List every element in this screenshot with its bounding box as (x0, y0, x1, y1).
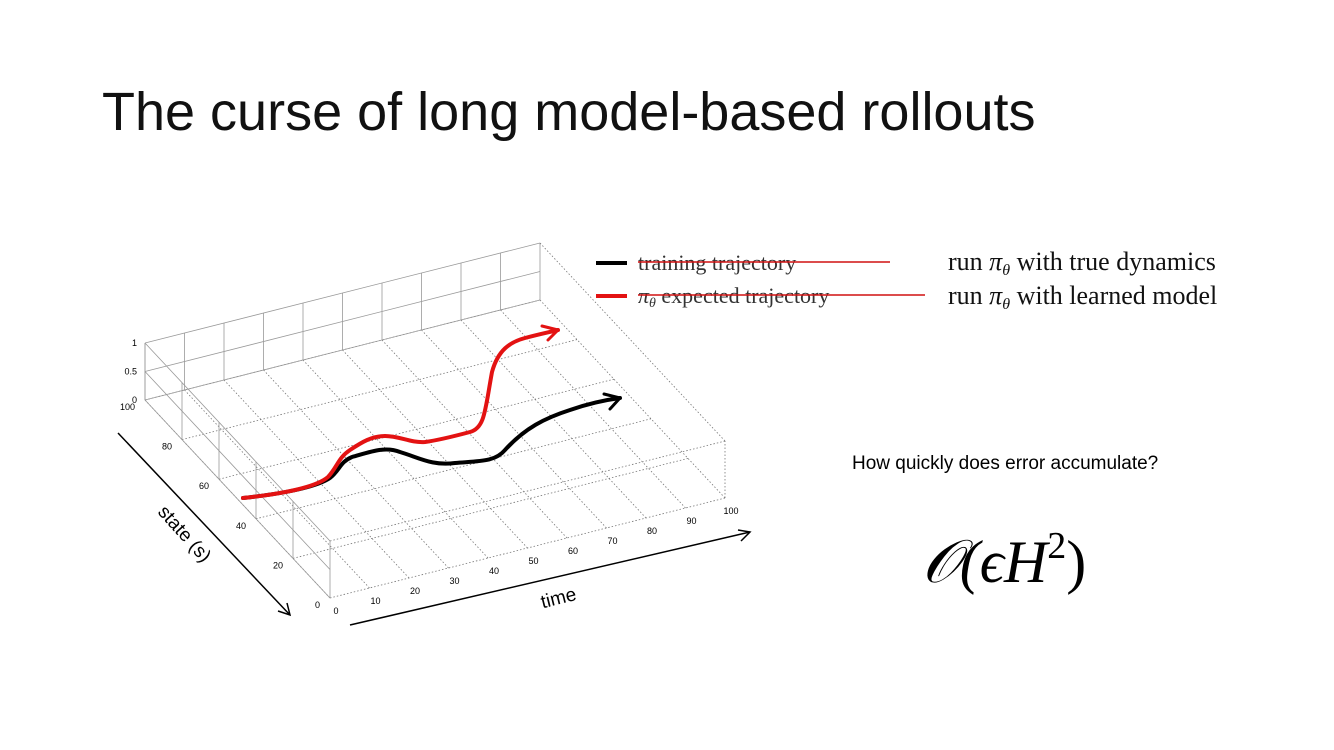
x-tick-label: 100 (723, 506, 738, 516)
x-tick-label: 30 (449, 576, 459, 586)
trajectories (241, 324, 622, 500)
grid-line (329, 497, 726, 599)
x-tick-label: 70 (607, 536, 617, 546)
grid-line (181, 339, 578, 440)
slide-title: The curse of long model-based rollouts (102, 82, 1036, 142)
y-tick-label: 40 (236, 521, 246, 531)
arrow-head (540, 324, 560, 342)
formula-power: 2 (1047, 525, 1066, 567)
text: run (948, 247, 989, 276)
red-trajectory (241, 328, 560, 500)
grid-line (144, 271, 541, 372)
x-tick-label: 40 (489, 566, 499, 576)
x-tick-label: 0 (333, 606, 338, 616)
y-tick-label: 20 (273, 560, 283, 570)
grid-line (144, 242, 541, 344)
text: run (948, 281, 989, 310)
formula-close: ) (1066, 529, 1086, 595)
formula-body: ϵH (980, 529, 1051, 595)
x-tick-label: 50 (528, 556, 538, 566)
y-tick-label: 0 (315, 600, 320, 610)
x-tick-label: 60 (568, 546, 578, 556)
z-tick-label: 1 (132, 338, 137, 348)
x-tick-label: 10 (370, 596, 380, 606)
y-tick-label: 100 (120, 402, 135, 412)
subscript: θ (1002, 262, 1010, 279)
x-tick-label: 80 (647, 526, 657, 536)
y-tick-label: 80 (162, 442, 172, 452)
legend-replacement: run πθ with true dynamics (948, 247, 1216, 279)
text: with true dynamics (1010, 247, 1216, 276)
grid-line (144, 299, 541, 401)
arrow-head (602, 392, 622, 411)
formula: 𝒪(ϵH2) (922, 525, 1086, 595)
grid-line (218, 378, 615, 480)
x-tick-label: 20 (410, 586, 420, 596)
legend-replacement: run πθ with learned model (948, 281, 1217, 313)
subscript: θ (1002, 296, 1010, 313)
grid-line (144, 371, 331, 570)
x-tick-label: 90 (686, 516, 696, 526)
grid-line (292, 458, 689, 559)
y-tick-label: 60 (199, 481, 209, 491)
z-tick-label: 0.5 (124, 367, 137, 377)
black-trajectory (241, 396, 622, 500)
formula-open: 𝒪( (922, 529, 984, 595)
symbol: π (989, 281, 1003, 310)
arrow-head (277, 602, 292, 617)
grid-line (144, 342, 331, 542)
axis-arrows (117, 432, 752, 626)
legend-label: πθ expected trajectory (638, 283, 829, 311)
time-arrow (349, 531, 751, 626)
grid-line (144, 399, 331, 599)
z-tick-label: 0 (132, 395, 137, 405)
grid-line (255, 418, 652, 520)
symbol: π (989, 247, 1003, 276)
text: with learned model (1010, 281, 1217, 310)
state-arrow (117, 432, 291, 616)
question: How quickly does error accumulate? (852, 453, 1158, 474)
legend-subscript: θ (649, 296, 656, 311)
arrow-head (737, 529, 752, 542)
grid-line (329, 440, 726, 542)
